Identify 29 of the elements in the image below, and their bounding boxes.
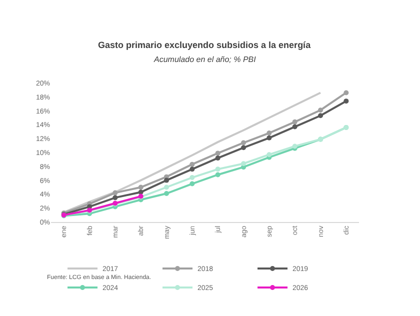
point bbox=[190, 162, 195, 167]
point bbox=[292, 119, 298, 124]
chart-title: Gasto primario excluyendo subsidios a la energía bbox=[98, 40, 312, 50]
chart-subtitle: Acumulado en el año; % PBI bbox=[153, 55, 257, 64]
point bbox=[344, 98, 349, 104]
point bbox=[215, 156, 220, 161]
point bbox=[190, 166, 195, 172]
point bbox=[318, 108, 323, 113]
point bbox=[215, 150, 220, 156]
point bbox=[190, 175, 195, 180]
point bbox=[292, 124, 298, 130]
point bbox=[164, 191, 169, 196]
point bbox=[344, 90, 349, 96]
point bbox=[241, 140, 246, 146]
point bbox=[215, 166, 220, 172]
point bbox=[266, 130, 272, 136]
point bbox=[241, 145, 246, 150]
point bbox=[266, 152, 272, 158]
point bbox=[241, 161, 246, 166]
point bbox=[112, 190, 118, 196]
point bbox=[190, 181, 195, 186]
point bbox=[138, 190, 144, 195]
point bbox=[138, 184, 144, 190]
point bbox=[215, 172, 220, 178]
point bbox=[112, 195, 118, 200]
point bbox=[266, 135, 272, 140]
point bbox=[318, 113, 323, 118]
point bbox=[164, 178, 169, 183]
point bbox=[164, 184, 169, 190]
